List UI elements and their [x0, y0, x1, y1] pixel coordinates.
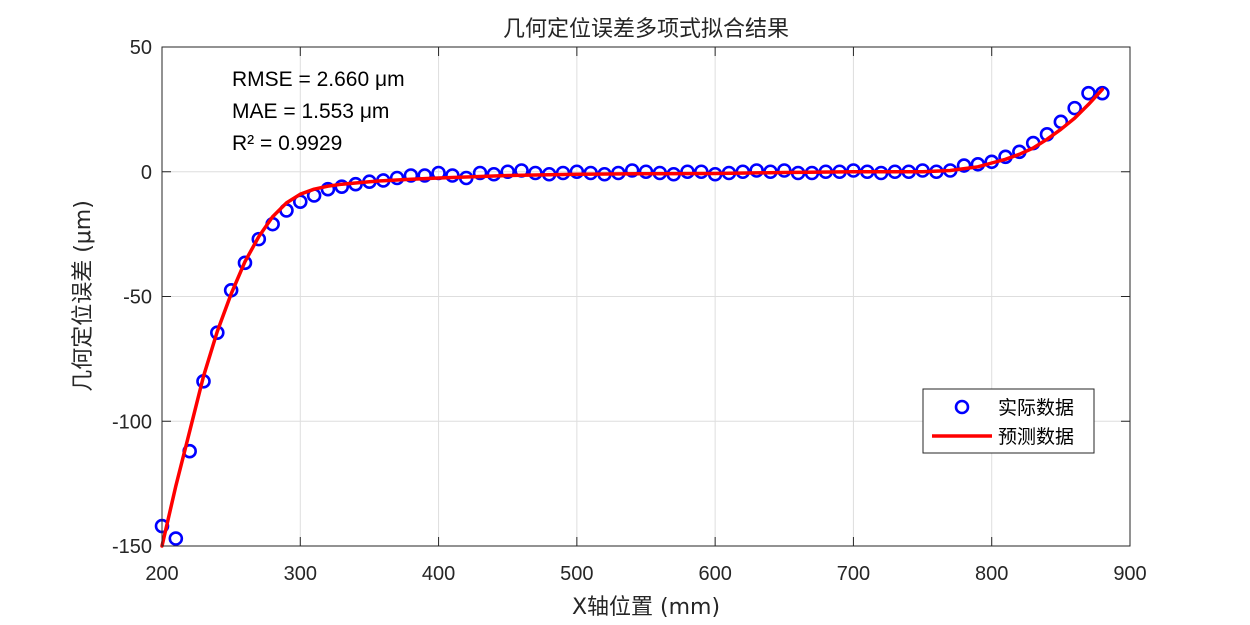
actual-data-point — [624, 163, 640, 178]
legend: 实际数据 预测数据 — [922, 388, 1095, 454]
actual-data-point — [776, 163, 792, 178]
actual-data-point — [1067, 100, 1082, 116]
actual-data-point — [168, 531, 184, 546]
actual-data-point — [417, 168, 433, 183]
actual-data-point — [403, 168, 419, 183]
y-tick-label: 0 — [141, 162, 152, 184]
x-tick-label: 800 — [975, 563, 1008, 585]
predicted-data-line — [160, 87, 1105, 548]
y-axis-title: 几何定位误差 (μm) — [71, 200, 96, 392]
x-tick-label: 900 — [1113, 563, 1146, 585]
legend-marker-actual — [954, 399, 970, 415]
y-tick-label: -150 — [112, 536, 152, 558]
actual-data-point — [569, 164, 585, 180]
y-tick-label: -100 — [112, 411, 152, 433]
actual-data-point — [680, 164, 695, 180]
x-axis-title: X轴位置 (mm) — [572, 595, 720, 620]
x-tick-label: 500 — [560, 563, 593, 585]
x-tick-label: 700 — [837, 563, 870, 585]
tick-layer: 200 300 400 500 600 700 800 900 -150 -100 -50 0 50 — [112, 37, 1147, 585]
actual-data-point — [445, 168, 460, 183]
actual-data-point — [1095, 85, 1110, 101]
y-tick-label: 50 — [130, 37, 152, 59]
series-layer — [154, 85, 1110, 548]
x-tick-label: 300 — [284, 563, 317, 585]
actual-data-point — [500, 164, 516, 180]
actual-data-point — [472, 165, 488, 181]
actual-data-point — [749, 163, 764, 178]
actual-data-point — [956, 158, 972, 173]
x-tick-label: 400 — [422, 563, 455, 585]
chart-title: 几何定位误差多项式拟合结果 — [503, 17, 789, 42]
legend-label-predicted: 预测数据 — [998, 426, 1074, 448]
y-tick-label: -50 — [123, 287, 152, 309]
actual-data-point — [251, 231, 267, 247]
actual-data-point — [237, 255, 253, 271]
annotation-r2: R² = 0.9929 — [232, 132, 342, 155]
actual-data-point — [694, 164, 709, 180]
annotation-rmse: RMSE = 2.660 μm — [232, 68, 405, 91]
actual-data-point — [638, 164, 654, 180]
x-tick-label: 200 — [145, 563, 178, 585]
actual-data-point — [1081, 85, 1096, 101]
actual-data-point — [528, 165, 543, 181]
legend-label-actual: 实际数据 — [998, 397, 1074, 419]
annotation-mae: MAE = 1.553 μm — [232, 100, 389, 123]
legend-box — [922, 388, 1095, 454]
x-tick-label: 600 — [698, 563, 731, 585]
